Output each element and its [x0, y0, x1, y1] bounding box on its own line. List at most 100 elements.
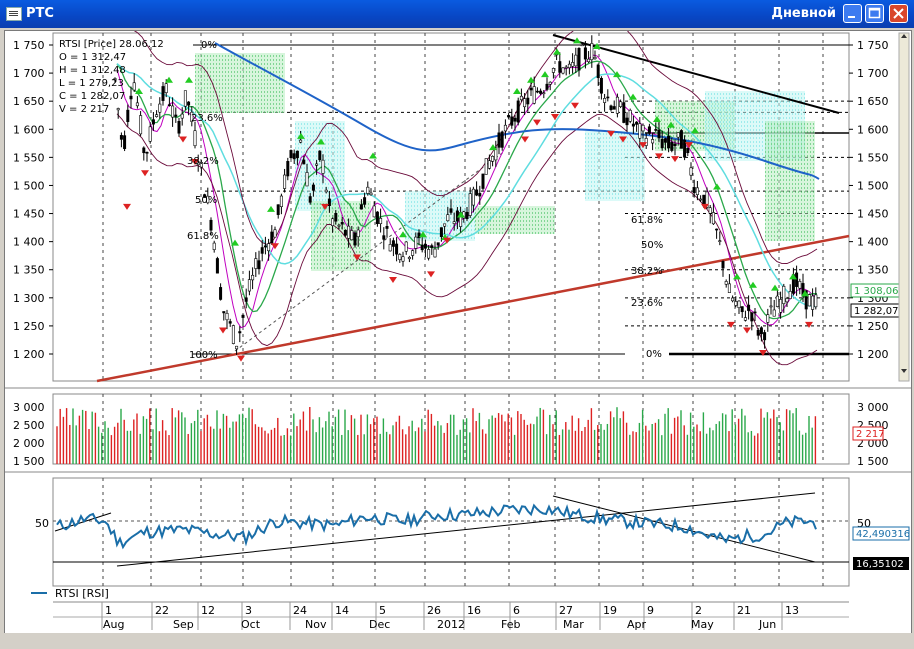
candle-body	[494, 147, 498, 161]
arrow-up-icon	[749, 281, 757, 288]
volume-panel[interactable]: 3 000 2 500 2 000 1 500 3 000 2 500 2 000 1 50…	[13, 393, 889, 468]
rsi-trendline-up[interactable]	[116, 492, 816, 567]
price-tick-label: 1 400	[13, 236, 45, 249]
candle-body	[756, 329, 760, 336]
month-label: May	[691, 618, 714, 631]
rsi-trendline-down[interactable]	[552, 495, 816, 563]
arrow-up-icon	[267, 205, 275, 212]
candle-body	[779, 299, 783, 313]
ma-long-line	[214, 42, 820, 180]
arrow-up-icon	[573, 37, 581, 44]
close-button[interactable]	[889, 4, 908, 23]
candle-body	[807, 294, 811, 307]
legend-volume: V = 2 217	[59, 104, 109, 115]
maximize-icon	[868, 7, 881, 19]
candle-body	[571, 62, 575, 67]
price-panel[interactable]: RTSI [Price] 28.06.12 O = 1 312,47 H = 1…	[13, 12, 910, 383]
maximize-button[interactable]	[865, 4, 884, 23]
rsi-line	[56, 503, 817, 550]
candle-body	[583, 47, 587, 60]
month-label: Mar	[563, 618, 584, 631]
candle-body	[343, 229, 347, 236]
bollinger-upper-line	[116, 12, 818, 265]
volume-tick-label: 3 000	[857, 401, 889, 414]
candle-body	[516, 100, 520, 123]
candle-body	[391, 240, 395, 247]
price-tag-green-text: 1 308,06	[854, 286, 899, 297]
cloud-patch	[765, 121, 815, 241]
candle-body	[327, 198, 331, 206]
day-label: 19	[603, 604, 617, 617]
arrow-up-icon	[801, 290, 809, 297]
price-tick-label: 1 350	[857, 264, 889, 277]
scroll-up-icon[interactable]	[901, 34, 907, 38]
arrow-up-icon	[733, 273, 741, 280]
candle-body	[724, 281, 728, 285]
day-label: 9	[647, 604, 654, 617]
support-trendline[interactable]	[96, 234, 850, 383]
price-scrollbar[interactable]	[898, 32, 910, 382]
candle-body	[603, 98, 607, 103]
chart-area[interactable]: RTSI [Price] 28.06.12 O = 1 312,47 H = 1…	[4, 12, 912, 634]
candle-body	[558, 61, 562, 73]
candle-body	[433, 248, 437, 258]
status-strip	[0, 633, 914, 649]
fib-label: 61.8%	[187, 231, 219, 242]
fib-label: 61.8%	[631, 215, 663, 226]
ma-medium-line	[116, 60, 817, 320]
close-icon	[893, 8, 904, 19]
arrow-down-icon	[571, 102, 579, 109]
candle-body	[564, 66, 568, 69]
resistance-trendline[interactable]	[552, 34, 840, 114]
fib-label: 100%	[189, 350, 218, 361]
candle-body	[180, 113, 184, 119]
candle-body	[151, 119, 155, 125]
day-label: 5	[379, 604, 386, 617]
candle-body	[487, 160, 491, 169]
candle-body	[260, 247, 264, 254]
price-tick-label: 1 600	[13, 123, 45, 136]
candle-body	[142, 147, 146, 154]
candle-body	[743, 317, 747, 321]
candle-body	[644, 138, 648, 146]
candle-body	[763, 332, 767, 341]
candle-body	[804, 290, 808, 310]
day-label: 24	[293, 604, 307, 617]
rsi-panel[interactable]: 50 50 42,490316 16,35102 RTSI [RSI]	[31, 477, 910, 600]
candle-body	[663, 138, 667, 143]
candle-body	[132, 82, 136, 91]
candle-body	[503, 124, 507, 132]
candle-body	[363, 197, 367, 205]
candle-body	[222, 311, 226, 314]
candle-body	[347, 225, 351, 239]
price-tick-label: 1 500	[857, 179, 889, 192]
arrow-up-icon	[317, 138, 325, 145]
candle-body	[369, 192, 373, 196]
candle-body	[340, 222, 344, 225]
price-legend: RTSI [Price] 28.06.12 O = 1 312,47 H = 1…	[59, 39, 164, 115]
minimize-button[interactable]	[843, 4, 862, 23]
legend-high: H = 1 312,48	[59, 65, 126, 76]
fib-label: 38.2%	[631, 266, 663, 277]
candle-body	[251, 274, 255, 281]
month-label: Feb	[501, 618, 520, 631]
minimize-icon	[848, 16, 855, 18]
arrow-up-icon	[613, 71, 621, 78]
time-axis[interactable]: 1 22 12 3 24 14 5 26 16 6 27 19 9 2 21 13 Aug Sep Oct Nov D…	[53, 601, 849, 631]
candle-body	[257, 260, 261, 270]
candle-body	[539, 90, 543, 94]
arrow-up-icon	[713, 183, 721, 190]
period-label: Дневной	[771, 6, 836, 21]
candle-body	[510, 116, 514, 126]
candle-body	[775, 295, 779, 307]
time-axis-days: 1 22 12 3 24 14 5 26 16 6 27 19 9 2 21 13	[101, 602, 799, 630]
scroll-down-icon[interactable]	[901, 369, 907, 373]
candle-body	[171, 105, 175, 118]
candle-body	[193, 130, 197, 147]
month-label: Nov	[305, 618, 327, 631]
rsi-left-tick: 50	[35, 517, 49, 530]
candle-body	[753, 311, 757, 314]
candle-body	[148, 126, 152, 142]
chart-canvas[interactable]: RTSI [Price] 28.06.12 O = 1 312,47 H = 1…	[5, 12, 911, 633]
price-tick-label: 1 200	[13, 348, 45, 361]
